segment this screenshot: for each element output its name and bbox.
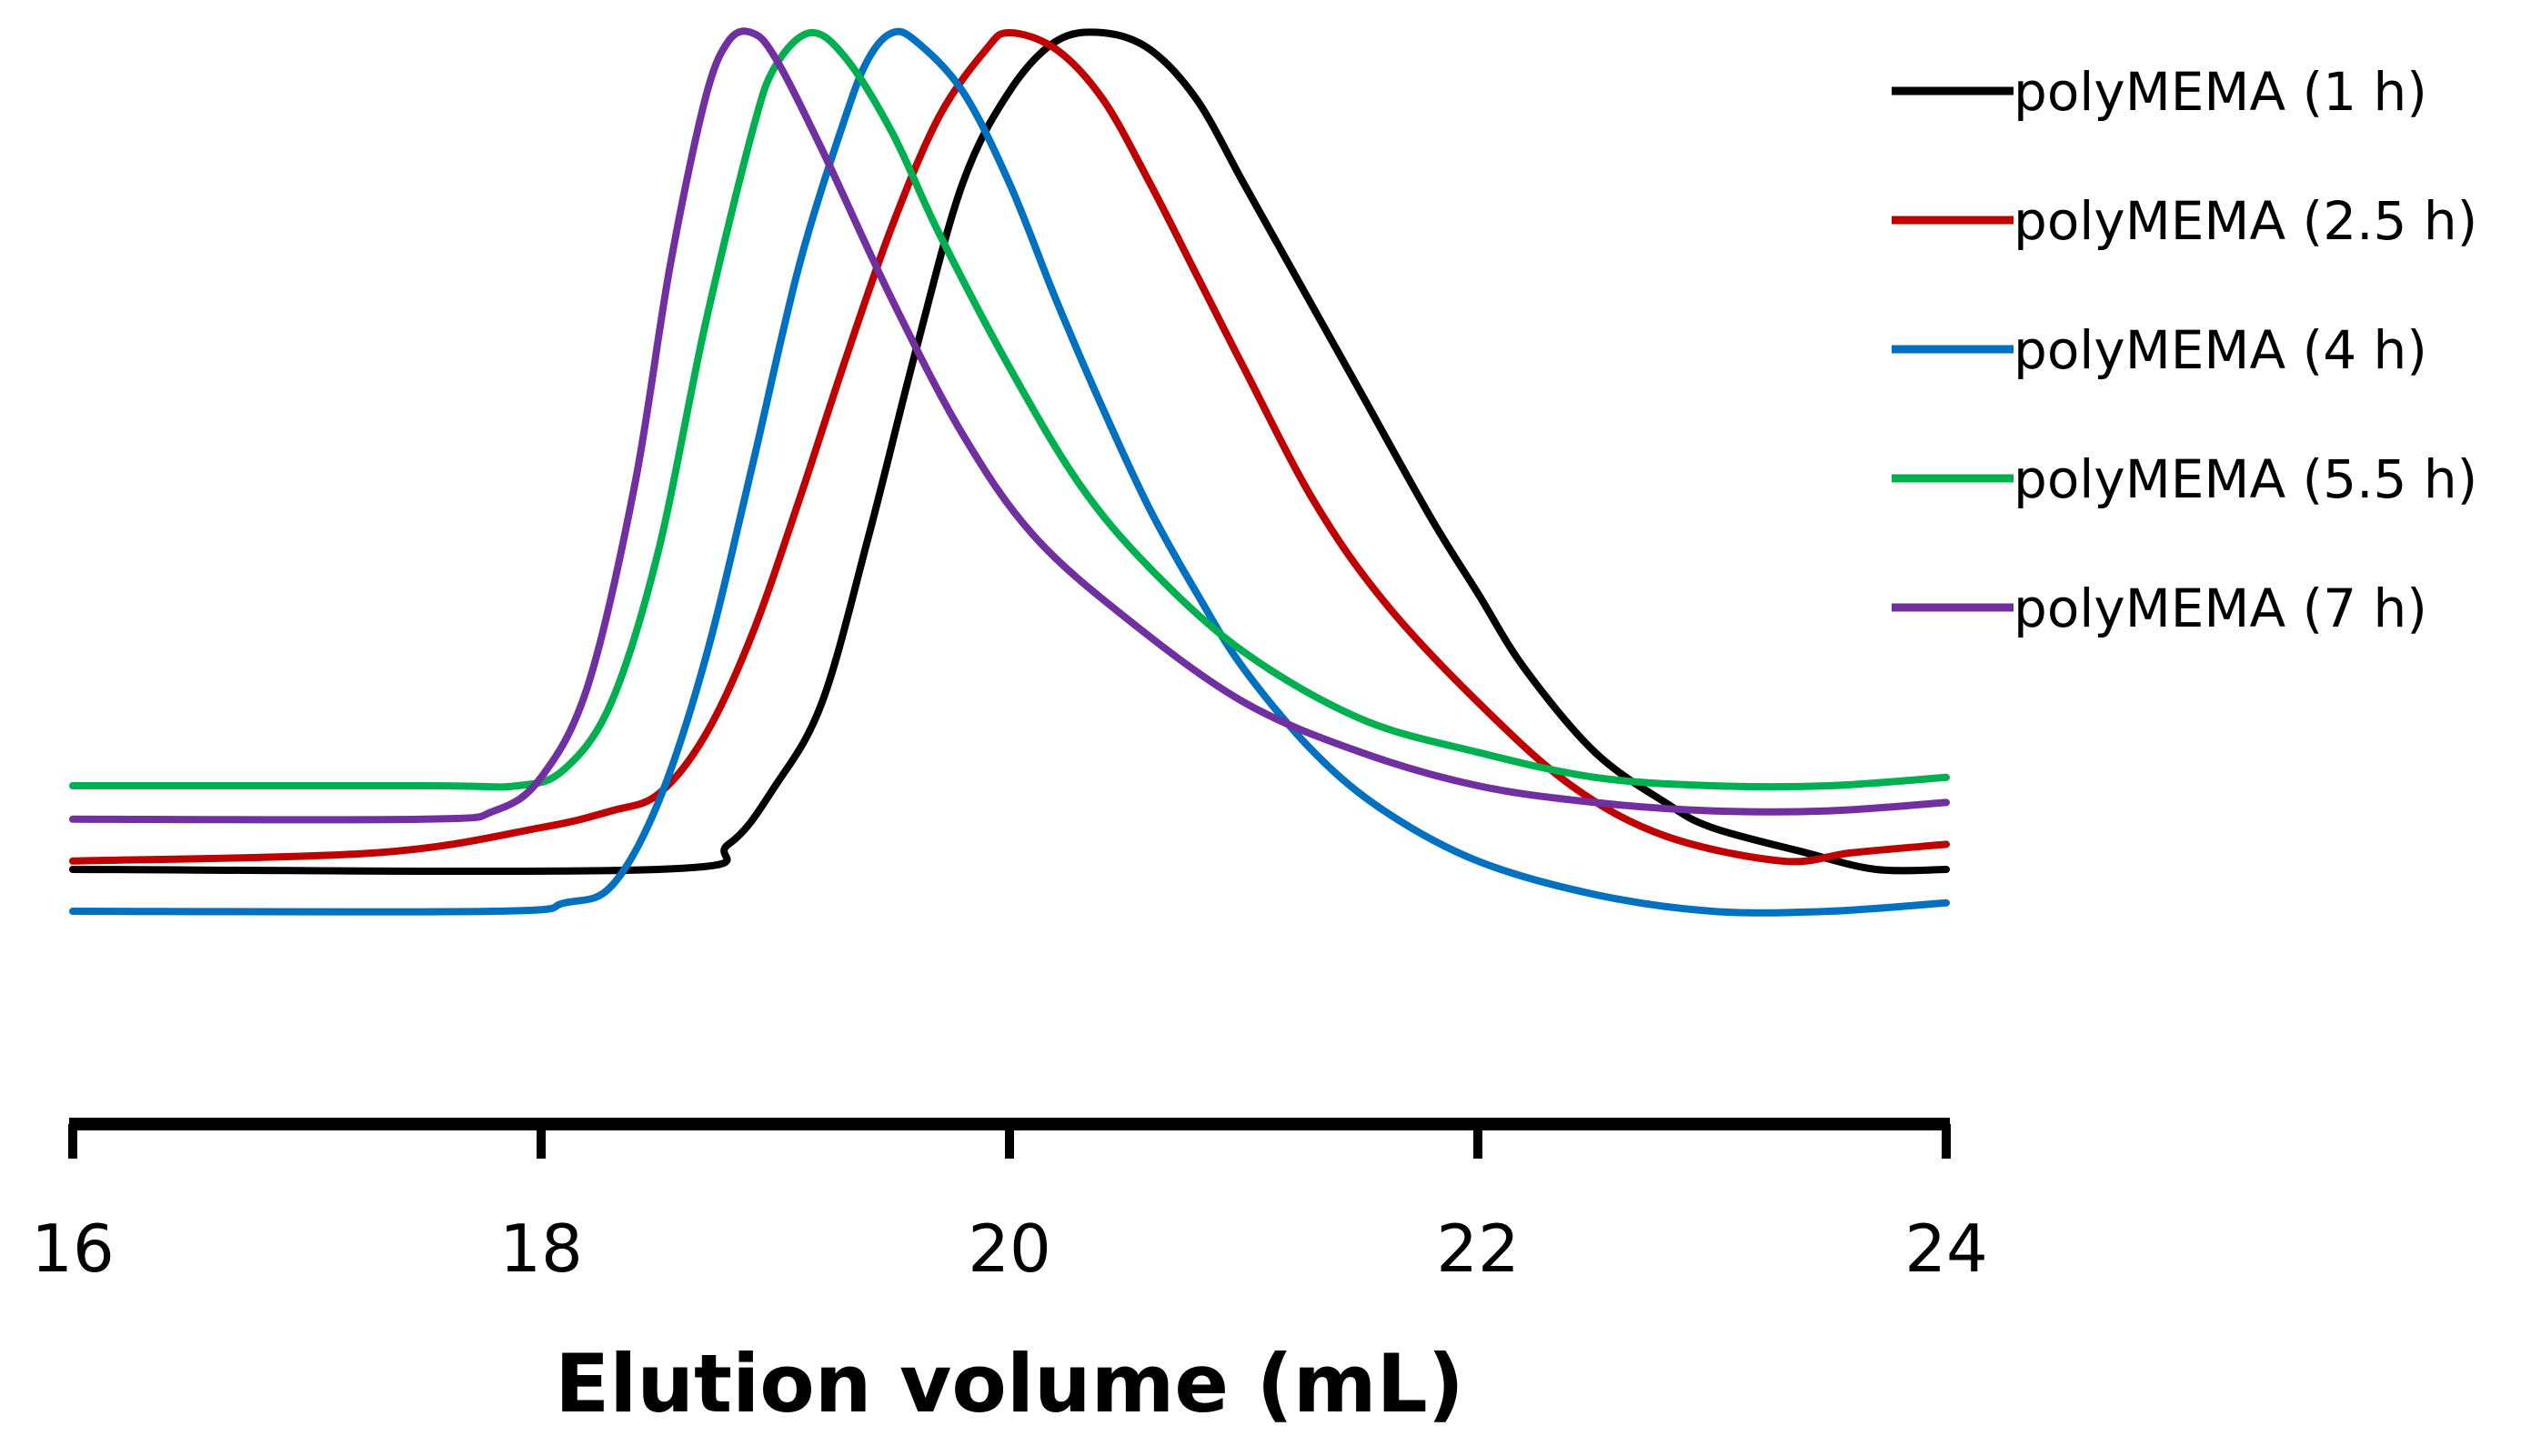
series-layer [69, 27, 1950, 917]
legend-label: polyMEMA (7 h) [2014, 577, 2427, 639]
x-axis-title: Elution volume (mL) [555, 1337, 1464, 1431]
legend-label: polyMEMA (1 h) [2014, 61, 2427, 123]
legend-label: polyMEMA (5.5 h) [2014, 448, 2477, 510]
x-tick-label: 18 [499, 1210, 583, 1287]
x-tick-label: 22 [1436, 1210, 1520, 1287]
series-line-4 [69, 28, 1950, 791]
series-line-3 [69, 27, 1950, 917]
legend-label: polyMEMA (2.5 h) [2014, 190, 2477, 252]
series-line-1 [69, 28, 1950, 876]
legend-item: polyMEMA (7 h) [1892, 577, 2427, 639]
legend-item: polyMEMA (4 h) [1892, 319, 2427, 381]
legend-label: polyMEMA (4 h) [2014, 319, 2427, 381]
legend-item: polyMEMA (5.5 h) [1892, 448, 2477, 510]
series-line-5 [69, 27, 1950, 824]
x-ticks: 16 18 20 22 24 [31, 1124, 1988, 1287]
x-tick-label: 24 [1904, 1210, 1988, 1287]
legend-item: polyMEMA (1 h) [1892, 61, 2427, 123]
x-tick-label: 16 [31, 1210, 115, 1287]
series-line-2 [69, 29, 1950, 866]
legend-item: polyMEMA (2.5 h) [1892, 190, 2477, 252]
x-tick-label: 20 [968, 1210, 1051, 1287]
legend: polyMEMA (1 h) polyMEMA (2.5 h) polyMEMA (… [1892, 61, 2477, 639]
